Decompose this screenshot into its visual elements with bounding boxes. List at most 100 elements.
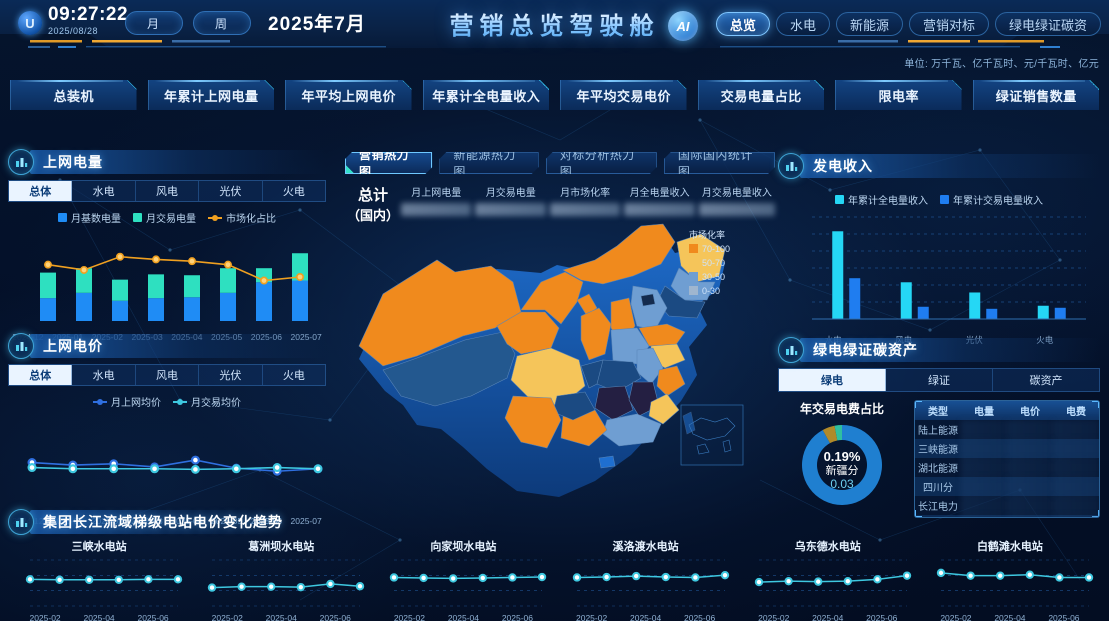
- panel-revenue: 发电收入 年累计全电量收入 年累计交易电量收入 水电 风电 光伏 火电: [778, 153, 1100, 346]
- cascade-line-chart[interactable]: [739, 554, 917, 612]
- seg-volume-solar[interactable]: 光伏: [199, 181, 263, 201]
- seg-volume-wind[interactable]: 风电: [136, 181, 200, 201]
- table-row[interactable]: 长江电力: [915, 496, 1099, 515]
- kpi-green-cert-sales[interactable]: 绿证销售数量: [973, 80, 1100, 110]
- seg-price-solar[interactable]: 光伏: [199, 365, 263, 385]
- cell-type: 长江电力: [918, 502, 958, 513]
- panel-grid-volume-title: 上网电量: [8, 149, 326, 175]
- nav-tab-overview[interactable]: 总览: [715, 12, 770, 36]
- svg-text:新疆分: 新疆分: [826, 463, 859, 477]
- map-tab-benchmark-heatmap[interactable]: 对标分析热力图: [546, 152, 657, 174]
- kpi-ytd-grid-volume[interactable]: 年累计上网电量: [148, 80, 275, 110]
- map-summary-label: 总计 （国内）: [345, 184, 401, 224]
- panel-green-title: 绿电绿证碳资产: [778, 337, 1100, 363]
- cascade-line-chart[interactable]: [921, 554, 1099, 612]
- map-tab-marketing-heatmap[interactable]: 营销热力图: [345, 152, 432, 174]
- axis-tick: 2025-02: [758, 613, 790, 621]
- nav-tab-green-cert[interactable]: 绿电绿证碳资: [994, 12, 1101, 36]
- kpi-avg-grid-price[interactable]: 年平均上网电价: [285, 80, 412, 110]
- kpi-total-capacity[interactable]: 总装机: [10, 80, 137, 110]
- seg-carbon-asset[interactable]: 碳资产: [1029, 375, 1063, 387]
- map-tab-intl-domestic-stats[interactable]: 国际国内统计图: [664, 152, 775, 174]
- map-summary-line1: 总计: [357, 187, 388, 204]
- seg-volume-total[interactable]: 总体: [9, 181, 73, 201]
- kpi-curtailment-rate[interactable]: 限电率: [835, 80, 962, 110]
- cell-fee: [1053, 477, 1099, 496]
- table-row[interactable]: 陆上能源: [915, 420, 1099, 439]
- axis-tick: 2025-06: [319, 613, 351, 621]
- stat-label: 月交易电量收入: [701, 188, 772, 199]
- table-row[interactable]: 新疆分: [915, 515, 1099, 517]
- cell-fee: [1053, 496, 1099, 515]
- revenue-chart[interactable]: [778, 211, 1100, 329]
- cascade-chart-block[interactable]: 乌东德水电站 2025-02 2025-04 2025-06: [737, 538, 919, 621]
- seg-green-cert[interactable]: 绿证: [886, 369, 993, 391]
- nav-tab-benchmark[interactable]: 营销对标: [908, 12, 989, 36]
- legend-label-grid-avg-price: 月上网均价: [111, 398, 161, 409]
- panel-cascade-label: 集团长江流域梯级电站电价变化趋势: [43, 514, 283, 530]
- green-donut-block: 年交易电费占比 0.19% 新疆分 0.03: [778, 400, 906, 520]
- cascade-axis: 2025-02 2025-04 2025-06: [10, 613, 188, 621]
- cell-fee: [1053, 515, 1099, 517]
- cascade-line-chart[interactable]: [557, 554, 735, 612]
- cascade-chart-title: 乌东德水电站: [794, 541, 861, 553]
- map-summary-line2: （国内）: [346, 208, 399, 223]
- period-button-month[interactable]: 月: [125, 11, 183, 35]
- axis-tick: 2025-04: [812, 613, 844, 621]
- clock-widget: 09:27:22 2025/08/28: [48, 5, 128, 37]
- cascade-chart-block[interactable]: 三峡水电站 2025-02 2025-04 2025-06: [8, 538, 190, 621]
- legend-item-ytd-trade-revenue: 年累计交易电量收入: [940, 192, 1043, 207]
- panel-cascade-title: 集团长江流域梯级电站电价变化趋势: [8, 509, 1101, 535]
- cell-type: 湖北能源: [918, 464, 958, 475]
- cascade-chart-title: 白鹤滩水电站: [976, 541, 1043, 553]
- period-button-week[interactable]: 周: [193, 11, 251, 35]
- map-inset-southsea: [680, 404, 744, 466]
- panel-grid-volume-label: 上网电量: [43, 154, 103, 170]
- panel-revenue-label: 发电收入: [813, 158, 873, 174]
- kpi-trade-volume-share[interactable]: 交易电量占比: [698, 80, 825, 110]
- seg-volume-thermal[interactable]: 火电: [282, 186, 305, 198]
- cascade-chart-block[interactable]: 向家坝水电站 2025-02 2025-04 2025-06: [372, 538, 554, 621]
- legend-item-trade-volume: 月交易电量: [133, 210, 196, 225]
- kpi-avg-trade-price[interactable]: 年平均交易电价: [560, 80, 687, 110]
- seg-price-total[interactable]: 总体: [9, 365, 73, 385]
- nav-tab-hydro[interactable]: 水电: [775, 12, 830, 36]
- map-provinces[interactable]: [358, 223, 726, 469]
- cascade-line-chart[interactable]: [10, 554, 188, 612]
- seg-price-hydro[interactable]: 水电: [72, 365, 136, 385]
- seg-volume-hydro[interactable]: 水电: [72, 181, 136, 201]
- col-volume: 电量: [974, 407, 994, 418]
- map-tab-new-energy-heatmap[interactable]: 新能源热力图: [439, 152, 538, 174]
- table-row[interactable]: 四川分: [915, 477, 1099, 496]
- panel-cascade: 集团长江流域梯级电站电价变化趋势 三峡水电站 2025-02 2025-04 2025…: [8, 509, 1101, 621]
- ai-badge-icon[interactable]: AI: [668, 11, 698, 41]
- grid-price-chart[interactable]: [8, 411, 326, 511]
- seg-price-wind[interactable]: 风电: [136, 365, 200, 385]
- cell-type: 三峡能源: [918, 445, 958, 456]
- legend-label-ytd-trade-revenue: 年累计交易电量收入: [953, 196, 1043, 207]
- nav-tab-new-energy[interactable]: 新能源: [835, 12, 903, 36]
- kpi-ytd-total-revenue[interactable]: 年累计全电量收入: [423, 80, 550, 110]
- axis-tick: 2025-07: [290, 516, 322, 526]
- seg-price-thermal[interactable]: 火电: [282, 370, 305, 382]
- cascade-chart-block[interactable]: 白鹤滩水电站 2025-02 2025-04 2025-06: [919, 538, 1101, 621]
- cascade-chart-block[interactable]: 葛洲坝水电站 2025-02 2025-04 2025-06: [190, 538, 372, 621]
- table-row[interactable]: 三峡能源: [915, 439, 1099, 458]
- legend-label-trade-volume: 月交易电量: [146, 214, 196, 225]
- grid-volume-legend: 月基数电量 月交易电量 市场化占比: [8, 210, 326, 225]
- axis-tick: 2025-04: [447, 613, 480, 621]
- stat-value-redacted: [698, 203, 775, 216]
- grid-volume-chart[interactable]: [8, 227, 326, 327]
- green-table[interactable]: 类型 电量 电价 电费 陆上能源三峡能源湖北能源四川分长江电力新疆分: [914, 400, 1100, 518]
- map-legend: 市场化率 70-100 50-70 30-50 0-30: [689, 229, 730, 296]
- cascade-line-chart[interactable]: [192, 554, 370, 612]
- cell-price: [1007, 477, 1053, 496]
- china-choropleth-map[interactable]: 市场化率 70-100 50-70 30-50 0-30: [345, 220, 775, 505]
- cascade-chart-block[interactable]: 溪洛渡水电站 2025-02 2025-04 2025-06: [555, 538, 737, 621]
- table-row[interactable]: 湖北能源: [915, 458, 1099, 477]
- cascade-line-chart[interactable]: [374, 554, 552, 612]
- seg-green-power[interactable]: 绿电: [779, 369, 886, 391]
- svg-text:30-50: 30-50: [702, 272, 725, 282]
